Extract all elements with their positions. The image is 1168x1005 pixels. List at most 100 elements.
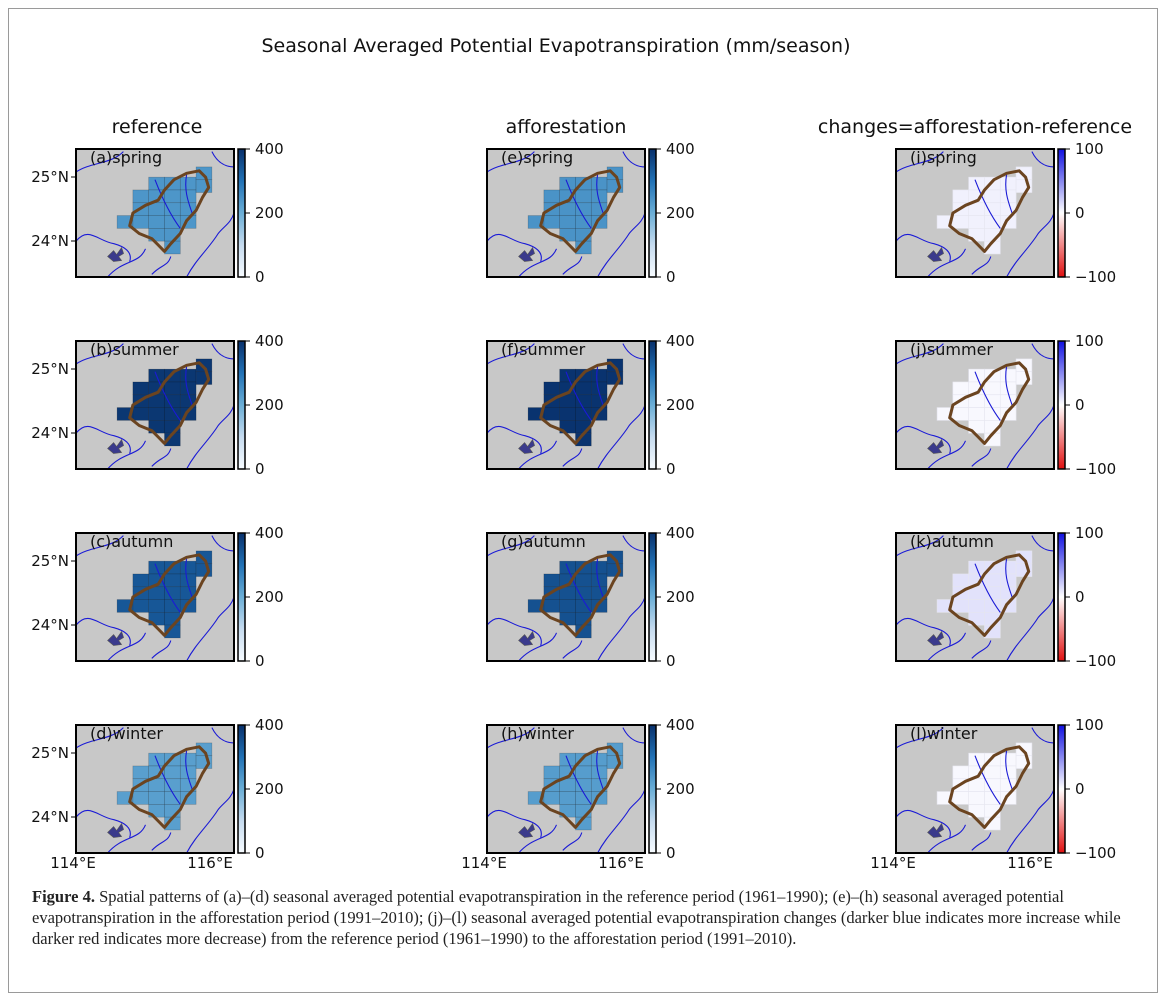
panel-frame [486,340,646,470]
river-line [486,234,542,262]
grid-cell [575,573,592,588]
caption-label: Figure 4. [32,887,95,906]
river-line [75,810,131,838]
grid-cell [164,189,181,204]
grid-cell [132,215,149,229]
grid-cell [606,550,624,565]
grid-cell [575,586,592,600]
river-line [895,727,944,749]
river-line [518,440,558,470]
figure-canvas: reference afforestation changes=afforestat… [31,116,1132,870]
river-line [151,640,172,659]
colorbar [237,148,246,278]
grid-cell [999,752,1017,767]
river-line [154,563,181,613]
colorbar-tick-label: −100 [1075,268,1116,286]
grid-cell [179,176,197,191]
grid-cell [590,176,608,191]
panel-frame [895,340,1055,470]
colorbar-tick-label: 400 [255,332,284,350]
grid-cell [148,215,165,229]
colorbar-tick-label: 200 [255,588,284,606]
map-panel: (f)summer 0 200 400 [486,332,695,478]
colorbar-tick-label: 400 [255,140,284,158]
colorbar-tick-label: 200 [666,588,695,606]
panel-frame [75,532,235,662]
grid-cell [164,586,181,600]
x-tick-label: 116°E [187,854,233,870]
grid-cell [590,368,608,383]
panel-frame [486,724,646,854]
river-line [895,618,951,646]
river-line [971,640,992,659]
river-line [211,343,235,360]
grid-cell [952,189,969,204]
colorbar-tick-label: −100 [1075,652,1116,670]
river-line [622,343,646,360]
grid-cell [984,189,1001,204]
river-line [486,618,542,646]
grid-cell [952,407,969,421]
panel-frame [895,724,1055,854]
river-line [597,404,646,470]
river-line [565,563,592,613]
river-line [107,248,147,278]
lake-shape [518,630,535,646]
colorbar-tick-label: 0 [666,268,676,286]
grid-cell [984,573,1001,588]
grid-cell [1015,166,1033,181]
river-line [597,596,646,662]
river-line [75,234,131,262]
colorbar-tick-label: 0 [255,844,265,862]
map-panel: (e)spring 0 200 400 [486,140,695,286]
river-line [1006,788,1055,854]
colorbar-tick-label: 200 [255,204,284,222]
basin-outline [128,553,211,637]
panel-frame [486,532,646,662]
river-line [75,343,124,365]
colorbar [648,340,657,470]
y-tick-label: 25°N [31,744,69,762]
y-tick-label: 24°N [31,424,69,442]
panel-frame [895,532,1055,662]
colorbar-tick-label: 400 [255,524,284,542]
grid-cell [952,791,969,805]
colorbar-tick-label: 0 [1075,780,1085,798]
river-line [565,371,592,421]
grid-cell [132,573,149,588]
basin-outline [539,169,622,253]
river-line [151,256,172,275]
grid-cell [543,573,560,588]
river-line [154,179,181,229]
panel-frame [75,724,235,854]
grid-cell [952,573,969,588]
grid-cell [164,765,181,780]
river-line [597,788,646,854]
caption-text: Spatial patterns of (a)–(d) seasonal ave… [32,887,1121,948]
colorbar-tick-label: 0 [255,460,265,478]
river-line [1031,151,1055,168]
map-panel: (l)winter 114°E 116°E −100 0 100 [870,716,1116,870]
river-line [974,371,1001,421]
colorbar-tick-label: −100 [1075,844,1116,862]
colorbar-tick-label: 200 [666,780,695,798]
river-line [186,788,235,854]
basin-outline [948,169,1031,253]
river-line [75,727,124,749]
panel-label: (i)spring [910,148,977,167]
grid-cell [968,791,985,805]
colorbar [1057,532,1066,662]
panel-label: (g)autumn [501,532,586,551]
river-line [486,343,535,365]
panel-label: (j)summer [910,340,993,359]
river-line [895,535,944,557]
map-panel: (a)spring 25°N 24°N 0 200 400 [31,140,283,286]
basin-outline [948,553,1031,637]
grid-cell [952,215,969,229]
river-line [486,535,535,557]
colorbar-tick-label: 200 [666,204,695,222]
panel-frame [486,148,646,278]
river-line [1006,404,1055,470]
map-panel: (d)winter 25°N 24°N 114°E 116°E 0 200 400 [31,716,283,870]
river-line [895,426,951,454]
